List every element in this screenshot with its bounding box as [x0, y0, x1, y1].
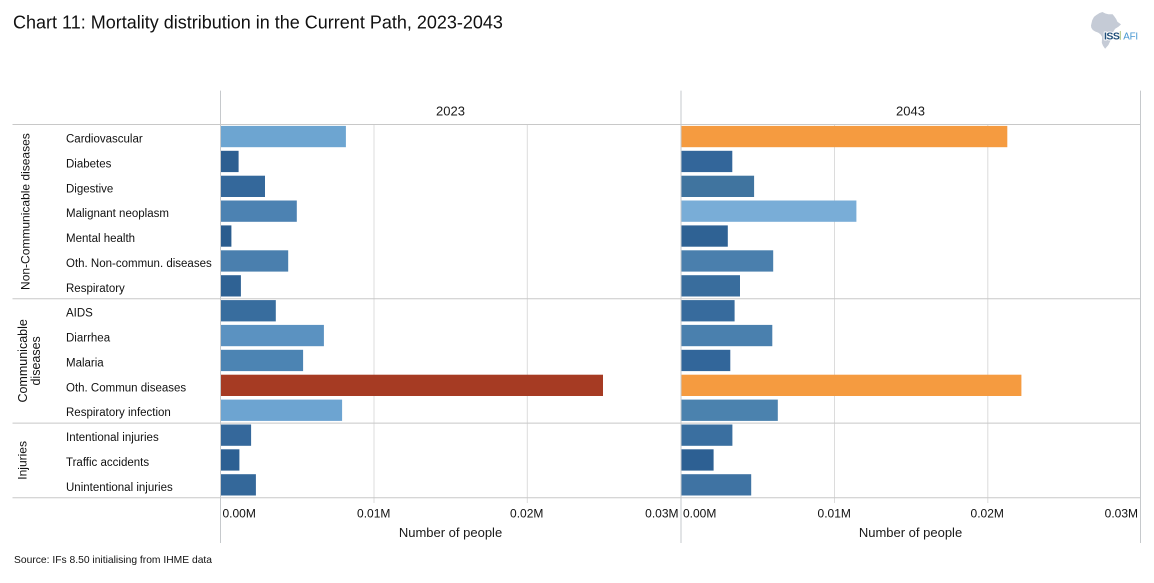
svg-text:Source: IFs 8.50 initialising: Source: IFs 8.50 initialising from IHME … [14, 555, 212, 566]
svg-text:Malignant neoplasm: Malignant neoplasm [66, 208, 169, 220]
svg-text:Intentional injuries: Intentional injuries [66, 432, 159, 444]
svg-text:diseases: diseases [29, 336, 43, 385]
svg-text:0.03M: 0.03M [645, 507, 678, 521]
svg-text:Cardiovascular: Cardiovascular [66, 134, 143, 146]
svg-text:AFI: AFI [1123, 31, 1138, 42]
svg-text:Unintentional injuries: Unintentional injuries [66, 482, 173, 494]
svg-text:ISS: ISS [1104, 30, 1120, 42]
svg-text:Traffic accidents: Traffic accidents [66, 457, 149, 469]
svg-text:AIDS: AIDS [66, 308, 93, 320]
svg-text:0.02M: 0.02M [510, 507, 543, 521]
svg-text:Diabetes: Diabetes [66, 158, 112, 170]
svg-text:Oth. Non-commun. diseases: Oth. Non-commun. diseases [66, 258, 212, 270]
svg-text:Digestive: Digestive [66, 183, 113, 195]
svg-text:0.01M: 0.01M [818, 507, 851, 521]
svg-text:0.00M: 0.00M [683, 507, 716, 521]
svg-text:Respiratory infection: Respiratory infection [66, 407, 171, 419]
svg-text:Mental health: Mental health [66, 233, 135, 245]
svg-text:0.02M: 0.02M [971, 507, 1004, 521]
svg-text:2023: 2023 [436, 104, 465, 119]
svg-text:Communicable: Communicable [16, 319, 30, 402]
svg-text:0.01M: 0.01M [357, 507, 390, 521]
svg-text:Chart 11: Mortality distributi: Chart 11: Mortality distribution in the … [13, 13, 503, 33]
svg-text:2043: 2043 [896, 104, 925, 119]
svg-text:Number of people: Number of people [399, 525, 502, 540]
svg-text:0.00M: 0.00M [223, 507, 256, 521]
svg-text:0.03M: 0.03M [1105, 507, 1138, 521]
svg-text:Non-Communicable diseases: Non-Communicable diseases [18, 133, 32, 290]
svg-text:Number of people: Number of people [859, 525, 962, 540]
svg-text:Injuries: Injuries [15, 441, 29, 480]
svg-text:Respiratory: Respiratory [66, 283, 125, 295]
svg-text:Malaria: Malaria [66, 358, 104, 370]
svg-text:Oth. Commun diseases: Oth. Commun diseases [66, 382, 186, 394]
svg-text:Diarrhea: Diarrhea [66, 333, 111, 345]
